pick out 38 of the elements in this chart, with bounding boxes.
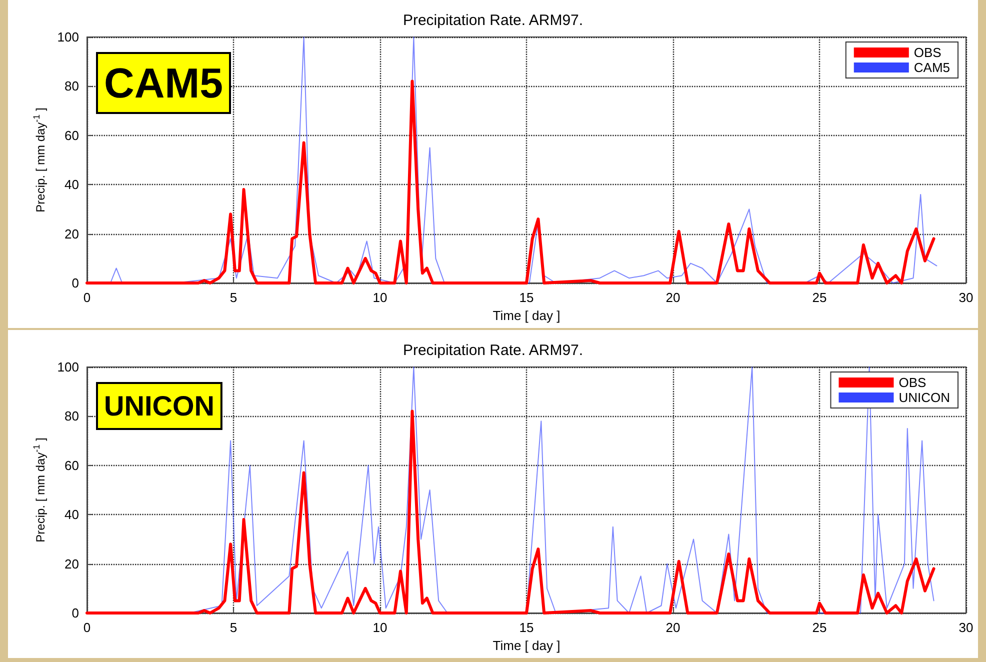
x-tick-label: 25: [812, 290, 827, 305]
y-tick-label: 60: [64, 128, 79, 143]
x-tick-label: 30: [958, 290, 974, 305]
chart-title: Precipitation Rate. ARM97.: [402, 342, 584, 359]
x-tick-label: 30: [958, 620, 974, 635]
y-tick-label: 60: [64, 458, 79, 473]
y-tick-label: 20: [64, 226, 79, 242]
y-tick-label: 100: [57, 30, 79, 44]
x-tick-label: 25: [812, 620, 827, 635]
x-tick-label: 20: [666, 620, 680, 635]
x-tick-label: 5: [230, 290, 238, 305]
annotation: UNICON: [104, 390, 214, 422]
x-tick-label: 10: [372, 290, 388, 305]
y-axis-title: Precip. [ mm day-1 ]: [31, 438, 48, 542]
x-tick-label: 5: [230, 620, 238, 635]
y-tick-label: 80: [64, 408, 79, 424]
x-tick-label: 0: [83, 290, 91, 305]
y-tick-label: 100: [57, 360, 79, 374]
x-tick-label: 15: [519, 290, 534, 305]
y-tick-label: 80: [64, 78, 79, 94]
y-tick-label: 40: [64, 177, 79, 192]
y-tick-label: 40: [64, 507, 79, 522]
y-tick-label: 0: [72, 276, 79, 290]
legend-label: OBS: [898, 375, 927, 390]
y-tick-label: 20: [64, 556, 79, 572]
legend-label: UNICON: [898, 390, 950, 405]
annotation: CAM5: [104, 60, 224, 106]
y-axis-title: Precip. [ mm day-1 ]: [31, 108, 48, 212]
legend-label: CAM5: [914, 60, 950, 75]
y-tick-label: 0: [72, 606, 79, 620]
x-axis-title: Time [ day ]: [492, 638, 560, 653]
legend-label: OBS: [914, 45, 942, 60]
x-tick-label: 10: [372, 620, 388, 635]
x-tick-label: 20: [666, 290, 680, 305]
x-tick-label: 15: [519, 620, 534, 635]
chart-title: Precipitation Rate. ARM97.: [402, 12, 584, 29]
x-tick-label: 0: [83, 620, 91, 635]
x-axis-title: Time [ day ]: [492, 308, 560, 323]
